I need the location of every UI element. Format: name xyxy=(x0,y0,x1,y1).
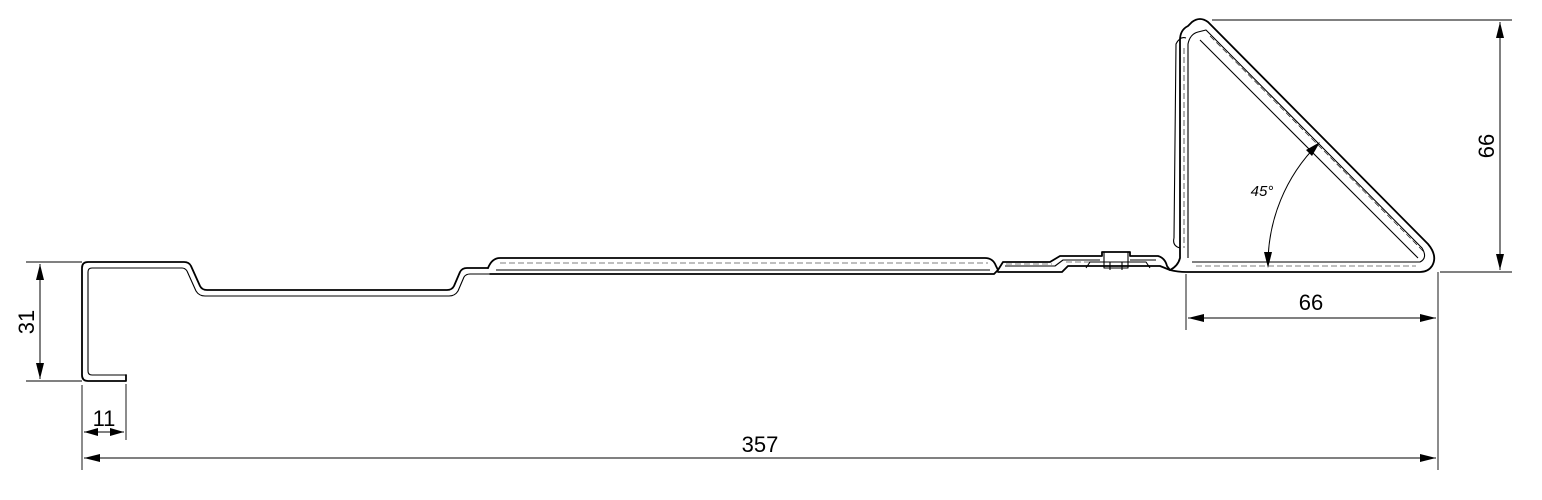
clip-block xyxy=(1103,251,1129,269)
dim-text-total: 357 xyxy=(742,432,779,457)
arrow-total-left xyxy=(84,454,100,462)
arrow-left-height-bottom xyxy=(36,363,44,379)
arrow-triangle-height-bottom xyxy=(1496,254,1504,270)
arrow-total-right xyxy=(1420,454,1436,462)
step-bottom xyxy=(997,265,1171,273)
rib-inner xyxy=(1187,29,1426,263)
step-section xyxy=(997,251,1171,271)
dim-text-triangle-width: 66 xyxy=(1299,290,1323,315)
arrow-left-height-top xyxy=(36,264,44,280)
arrow-triangle-width-left xyxy=(1188,314,1204,322)
web-bottom xyxy=(489,269,999,275)
dimension-triangle-width: 66 xyxy=(1185,274,1436,330)
arrow-angle-top xyxy=(1306,142,1320,156)
dimension-left-lip: 11 xyxy=(84,384,127,440)
dim-text-triangle-height: 66 xyxy=(1474,134,1499,158)
panel-inner-outline xyxy=(87,267,490,376)
clip-detail xyxy=(1085,261,1151,270)
step-centerline xyxy=(1006,261,1098,265)
dim-text-left-height: 31 xyxy=(14,310,39,334)
dim-text-lip: 11 xyxy=(93,406,116,431)
arrow-angle-bottom xyxy=(1264,252,1272,268)
arrow-triangle-height-top xyxy=(1496,22,1504,38)
rib-outer xyxy=(1169,18,1436,273)
web-top xyxy=(487,257,999,271)
arrow-triangle-width-right xyxy=(1420,314,1436,322)
rib-centerline-diagonal xyxy=(1209,35,1425,253)
panel-profile xyxy=(81,18,1436,382)
angle-arc xyxy=(1267,143,1319,267)
dimension-angle: 45° xyxy=(1251,142,1320,268)
arrow-lip-right xyxy=(110,428,124,436)
rib-inner-2 xyxy=(1173,37,1187,249)
step-inner xyxy=(1005,259,1156,267)
arrow-lip-left xyxy=(84,428,98,436)
dimension-triangle-height: 66 xyxy=(1212,19,1512,273)
dim-text-angle: 45° xyxy=(1251,183,1274,200)
dimension-total-width: 357 xyxy=(81,272,1439,470)
panel-outer-outline xyxy=(81,261,489,382)
dimension-left-height: 31 xyxy=(14,261,82,382)
